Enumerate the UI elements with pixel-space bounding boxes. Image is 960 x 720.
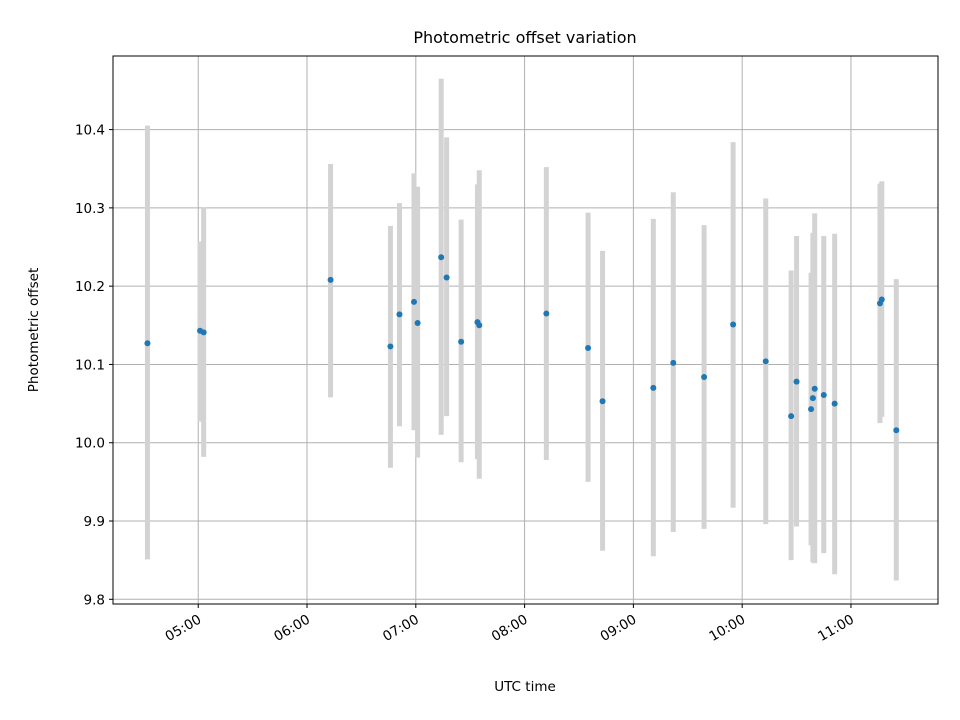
data-point bbox=[808, 406, 815, 413]
data-point bbox=[410, 298, 417, 305]
x-tick-label: 05:00 bbox=[163, 612, 205, 645]
data-point bbox=[327, 276, 334, 283]
y-tick-label: 10.4 bbox=[75, 123, 105, 139]
data-point bbox=[396, 311, 403, 318]
data-point bbox=[670, 359, 677, 366]
x-axis-label: UTC time bbox=[494, 679, 556, 695]
x-axis-ticks: 05:00 06:00 07:00 08:00 09:00 10:00 11:00 bbox=[163, 604, 857, 645]
data-point bbox=[788, 413, 795, 420]
data-point bbox=[730, 321, 737, 328]
y-tick-label: 10.2 bbox=[75, 279, 105, 295]
grid-lines bbox=[113, 56, 938, 604]
x-tick-label: 08:00 bbox=[489, 612, 531, 645]
y-tick-label: 9.8 bbox=[84, 592, 105, 608]
y-tick-label: 10.0 bbox=[75, 436, 105, 452]
data-point bbox=[458, 338, 465, 345]
data-point bbox=[811, 385, 818, 392]
data-point bbox=[543, 310, 550, 317]
data-point bbox=[200, 329, 207, 336]
data-points bbox=[144, 254, 900, 434]
data-point bbox=[820, 391, 827, 398]
data-point bbox=[599, 398, 606, 405]
data-point bbox=[701, 373, 708, 380]
data-point bbox=[387, 343, 394, 350]
data-point bbox=[893, 427, 900, 434]
data-point bbox=[443, 274, 450, 281]
data-point bbox=[878, 296, 885, 303]
data-point bbox=[438, 254, 445, 261]
plot-area-frame bbox=[112, 55, 939, 605]
data-point bbox=[414, 319, 421, 326]
x-tick-label: 06:00 bbox=[271, 612, 313, 645]
y-axis-label: Photometric offset bbox=[26, 268, 42, 392]
data-point bbox=[650, 384, 657, 391]
data-point bbox=[144, 340, 151, 347]
y-tick-label: 9.9 bbox=[84, 514, 105, 530]
y-axis-ticks: 9.8 9.9 10.0 10.1 10.2 10.3 10.4 bbox=[75, 123, 113, 608]
x-tick-label: 09:00 bbox=[598, 612, 640, 645]
data-point bbox=[809, 395, 816, 402]
y-tick-label: 10.1 bbox=[75, 357, 105, 373]
y-tick-label: 10.3 bbox=[75, 201, 105, 217]
error-bars bbox=[144, 78, 899, 581]
x-tick-label: 07:00 bbox=[380, 612, 422, 645]
data-point bbox=[793, 378, 800, 385]
data-point bbox=[476, 322, 483, 329]
chart-title: Photometric offset variation bbox=[413, 28, 636, 47]
data-point bbox=[831, 400, 838, 407]
x-tick-label: 11:00 bbox=[815, 612, 857, 645]
data-point bbox=[762, 358, 769, 365]
data-point bbox=[585, 345, 592, 352]
x-tick-label: 10:00 bbox=[706, 612, 748, 645]
